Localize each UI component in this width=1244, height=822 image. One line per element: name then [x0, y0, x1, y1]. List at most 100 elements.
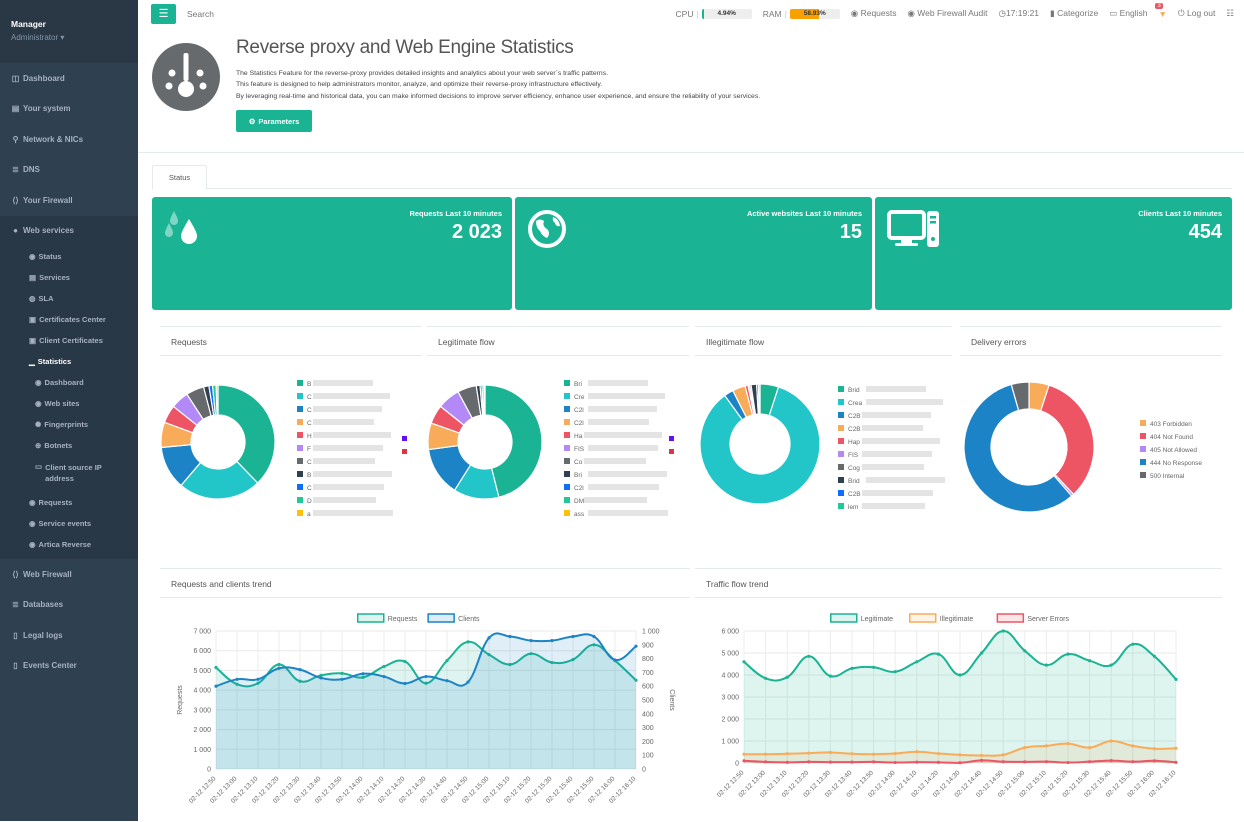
data-point[interactable] [445, 658, 449, 663]
data-point[interactable] [634, 678, 638, 682]
data-point[interactable] [550, 639, 554, 643]
data-point[interactable] [298, 668, 302, 672]
data-point[interactable] [1066, 760, 1070, 765]
data-point[interactable] [915, 750, 919, 754]
data-point[interactable] [319, 673, 323, 677]
data-point[interactable] [915, 660, 919, 664]
data-point[interactable] [850, 752, 854, 756]
data-point[interactable] [508, 662, 512, 667]
data-point[interactable] [550, 660, 554, 665]
legend-swatch[interactable] [427, 613, 455, 623]
legend-swatch[interactable] [357, 613, 385, 623]
pie-slice[interactable] [757, 383, 761, 415]
data-point[interactable] [1023, 760, 1027, 764]
data-point[interactable] [256, 681, 260, 685]
sidebar-item-web-firewall[interactable]: ⟨⟩ Web Firewall [0, 559, 138, 590]
parameters-button[interactable]: ⚙ Parameters [236, 110, 312, 132]
data-point[interactable] [850, 760, 854, 764]
waf-audit-link[interactable]: ◉ Web Firewall Audit [908, 8, 988, 19]
pie-slice[interactable] [1010, 381, 1030, 412]
data-point[interactable] [980, 758, 984, 762]
sidebar-item-client-certificates[interactable]: ▣ Client Certificates [0, 330, 138, 351]
data-point[interactable] [807, 760, 811, 764]
pie-slice[interactable] [963, 383, 1073, 513]
sidebar-item-databases[interactable]: ≣ Databases [0, 590, 138, 621]
data-point[interactable] [893, 751, 897, 756]
sidebar-item-requests[interactable]: ◉ Requests [0, 492, 138, 513]
data-point[interactable] [214, 665, 218, 670]
sidebar-item-services[interactable]: ▤ Services [0, 267, 138, 288]
data-point[interactable] [1131, 642, 1135, 646]
data-point[interactable] [936, 751, 940, 756]
data-point[interactable] [382, 674, 386, 679]
data-point[interactable] [1109, 663, 1113, 667]
data-point[interactable] [340, 677, 344, 681]
data-point[interactable] [828, 750, 832, 755]
data-point[interactable] [958, 761, 962, 765]
sidebar-item-dns[interactable]: ≣ DNS [0, 155, 138, 186]
data-point[interactable] [592, 643, 596, 647]
data-point[interactable] [1023, 746, 1027, 750]
data-point[interactable] [1152, 759, 1156, 763]
data-point[interactable] [424, 681, 428, 685]
data-point[interactable] [1088, 760, 1092, 764]
data-point[interactable] [1174, 746, 1178, 750]
sidebar-item-client-source-ip[interactable]: ▭ Client source IP address [0, 456, 138, 492]
sidebar-item-network[interactable]: ⚲ Network & NICs [0, 124, 138, 155]
data-point[interactable] [1001, 760, 1005, 764]
requests-link[interactable]: ◉ Requests [851, 8, 897, 19]
data-point[interactable] [893, 760, 897, 765]
data-point[interactable] [915, 760, 919, 764]
data-point[interactable] [958, 673, 962, 677]
data-point[interactable] [487, 636, 491, 640]
data-point[interactable] [807, 654, 811, 658]
data-point[interactable] [872, 760, 876, 764]
data-point[interactable] [235, 682, 239, 686]
data-point[interactable] [958, 753, 962, 757]
legend-swatch[interactable] [909, 613, 937, 623]
data-point[interactable] [214, 684, 218, 688]
notifications-button[interactable]: ▼ 3 [1155, 2, 1167, 19]
logout-button[interactable]: ⏻ Log out [1178, 8, 1215, 19]
legend-swatch[interactable] [996, 613, 1025, 623]
data-point[interactable] [850, 666, 854, 670]
data-point[interactable] [571, 634, 575, 639]
data-point[interactable] [298, 679, 302, 683]
data-point[interactable] [980, 753, 984, 758]
data-point[interactable] [466, 640, 470, 644]
data-point[interactable] [764, 760, 768, 764]
data-point[interactable] [445, 679, 449, 683]
sidebar-item-botnets[interactable]: ⊕ Botnets [0, 435, 138, 456]
language-selector[interactable]: ▭ English [1109, 8, 1147, 19]
data-point[interactable] [742, 752, 746, 756]
tab-status[interactable]: Status [152, 165, 207, 190]
data-point[interactable] [1044, 663, 1048, 667]
sidebar-item-events-center[interactable]: ▯ Events Center [0, 651, 138, 682]
data-point[interactable] [1152, 654, 1156, 658]
categorize-link[interactable]: ▮ Categorize [1050, 8, 1098, 19]
data-point[interactable] [424, 674, 428, 679]
data-point[interactable] [936, 652, 940, 656]
data-point[interactable] [592, 634, 596, 639]
sidebar-item-statistics[interactable]: ▁ Statistics [0, 351, 138, 372]
data-point[interactable] [764, 752, 768, 756]
data-point[interactable] [1109, 758, 1113, 763]
data-point[interactable] [1131, 744, 1135, 748]
data-point[interactable] [235, 677, 239, 681]
sidebar-item-your-system[interactable]: ▤ Your system [0, 94, 138, 125]
data-point[interactable] [1088, 659, 1092, 663]
data-point[interactable] [277, 666, 281, 670]
data-point[interactable] [893, 670, 897, 674]
data-point[interactable] [1066, 652, 1070, 656]
data-point[interactable] [403, 681, 407, 686]
pie-slice[interactable] [1039, 384, 1095, 496]
data-point[interactable] [1044, 760, 1048, 764]
data-point[interactable] [872, 752, 876, 756]
pie-slice[interactable] [215, 384, 219, 416]
sidebar-item-stats-dashboard[interactable]: ◉ Dashboard [0, 372, 138, 393]
data-point[interactable] [571, 657, 575, 662]
data-point[interactable] [361, 672, 365, 676]
data-point[interactable] [340, 671, 344, 675]
data-point[interactable] [1109, 739, 1113, 743]
user-role-dropdown[interactable]: Administrator ▾ [11, 33, 65, 42]
